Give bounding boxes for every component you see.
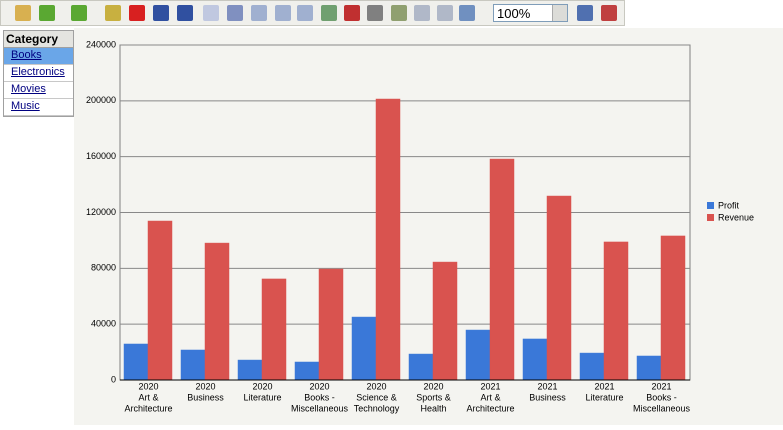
y-tick-label: 240000 [86, 39, 116, 49]
category-panel: Category Books Electronics Movies Music [3, 30, 74, 117]
x-tick-label: 2020 [309, 381, 329, 391]
x-tick-label: Health [420, 403, 446, 413]
category-item[interactable]: Movies [4, 82, 73, 99]
x-tick-label: Technology [354, 403, 400, 413]
bar [237, 359, 263, 381]
page-button[interactable] [203, 5, 219, 21]
legend-label: Profit [718, 200, 740, 210]
x-tick-label: 2021 [651, 381, 671, 391]
bar [636, 355, 662, 381]
x-tick-label: Business [187, 392, 224, 402]
page-setup-button[interactable] [437, 5, 453, 21]
legend-label: Revenue [718, 212, 754, 222]
x-tick-label: Literature [585, 392, 623, 402]
x-tick-label: Business [529, 392, 566, 402]
print-button[interactable] [391, 5, 407, 21]
bar [408, 353, 434, 381]
x-tick-label: Miscellaneous [633, 403, 691, 413]
x-tick-label: Miscellaneous [291, 403, 349, 413]
zoom-dropdown[interactable] [552, 5, 567, 21]
x-tick-label: 2020 [252, 381, 272, 391]
doc2-button[interactable] [275, 5, 291, 21]
x-tick-label: 2020 [195, 381, 215, 391]
bar [180, 349, 206, 381]
layout-button[interactable] [227, 5, 243, 21]
bar [465, 329, 491, 381]
doc-button[interactable] [251, 5, 267, 21]
y-tick-label: 120000 [86, 207, 116, 217]
x-tick-label: Science & [356, 392, 397, 402]
save-button[interactable] [153, 5, 169, 21]
category-list: Books Electronics Movies Music [4, 48, 73, 116]
x-tick-label: 2021 [537, 381, 557, 391]
bar [546, 195, 572, 381]
bookmark-button[interactable] [344, 5, 360, 21]
bar [660, 235, 686, 381]
y-tick-label: 160000 [86, 151, 116, 161]
x-tick-label: 2020 [423, 381, 443, 391]
x-tick-label: Sports & [416, 392, 451, 402]
bar [579, 352, 605, 381]
forward-button[interactable] [71, 5, 87, 21]
legend-swatch [707, 202, 714, 209]
chart: 040000800001200001600002000002400002020A… [86, 39, 754, 413]
back-button[interactable] [39, 5, 55, 21]
export-button[interactable] [321, 5, 337, 21]
y-tick-label: 200000 [86, 95, 116, 105]
save-as-button[interactable] [177, 5, 193, 21]
bar [375, 98, 401, 381]
x-tick-label: 2021 [480, 381, 500, 391]
x-tick-label: Books - [304, 392, 335, 402]
bar [294, 361, 320, 381]
x-tick-label: Architecture [466, 403, 514, 413]
x-tick-label: 2021 [594, 381, 614, 391]
x-tick-label: Art & [138, 392, 158, 402]
stop-button[interactable] [129, 5, 145, 21]
home-button[interactable] [15, 5, 31, 21]
bar [351, 316, 377, 381]
zoom-value: 100% [497, 6, 531, 21]
bar [204, 242, 230, 381]
print-preview-button[interactable] [414, 5, 430, 21]
panel-title: Category [4, 31, 73, 48]
category-item[interactable]: Books [4, 48, 73, 65]
up-button[interactable] [105, 5, 121, 21]
x-tick-label: Architecture [124, 403, 172, 413]
bar [603, 241, 629, 381]
category-item[interactable]: Electronics [4, 65, 73, 82]
bar [432, 261, 458, 381]
bar [123, 343, 149, 381]
grid-button[interactable] [459, 5, 475, 21]
link-button[interactable] [367, 5, 383, 21]
x-tick-label: Literature [243, 392, 281, 402]
legend-swatch [707, 214, 714, 221]
x-tick-label: Art & [480, 392, 500, 402]
bar [261, 278, 287, 381]
bar [522, 338, 548, 381]
bar [318, 268, 344, 381]
bar [147, 220, 173, 381]
x-tick-label: 2020 [138, 381, 158, 391]
toolbar: 100% [0, 0, 625, 26]
y-tick-label: 40000 [91, 319, 116, 329]
clear-filter-button[interactable] [601, 5, 617, 21]
x-tick-label: Books - [646, 392, 677, 402]
category-item[interactable]: Music [4, 99, 73, 116]
zoom-select[interactable]: 100% [493, 4, 568, 22]
bar [489, 158, 515, 381]
chart-area: 0 40000 80000 120000 160000 200000 240000 2020 A… [74, 28, 783, 425]
y-tick-label: 0 [111, 374, 116, 384]
refresh-button[interactable] [577, 5, 593, 21]
x-tick-label: 2020 [366, 381, 386, 391]
doc3-button[interactable] [297, 5, 313, 21]
y-tick-label: 80000 [91, 263, 116, 273]
